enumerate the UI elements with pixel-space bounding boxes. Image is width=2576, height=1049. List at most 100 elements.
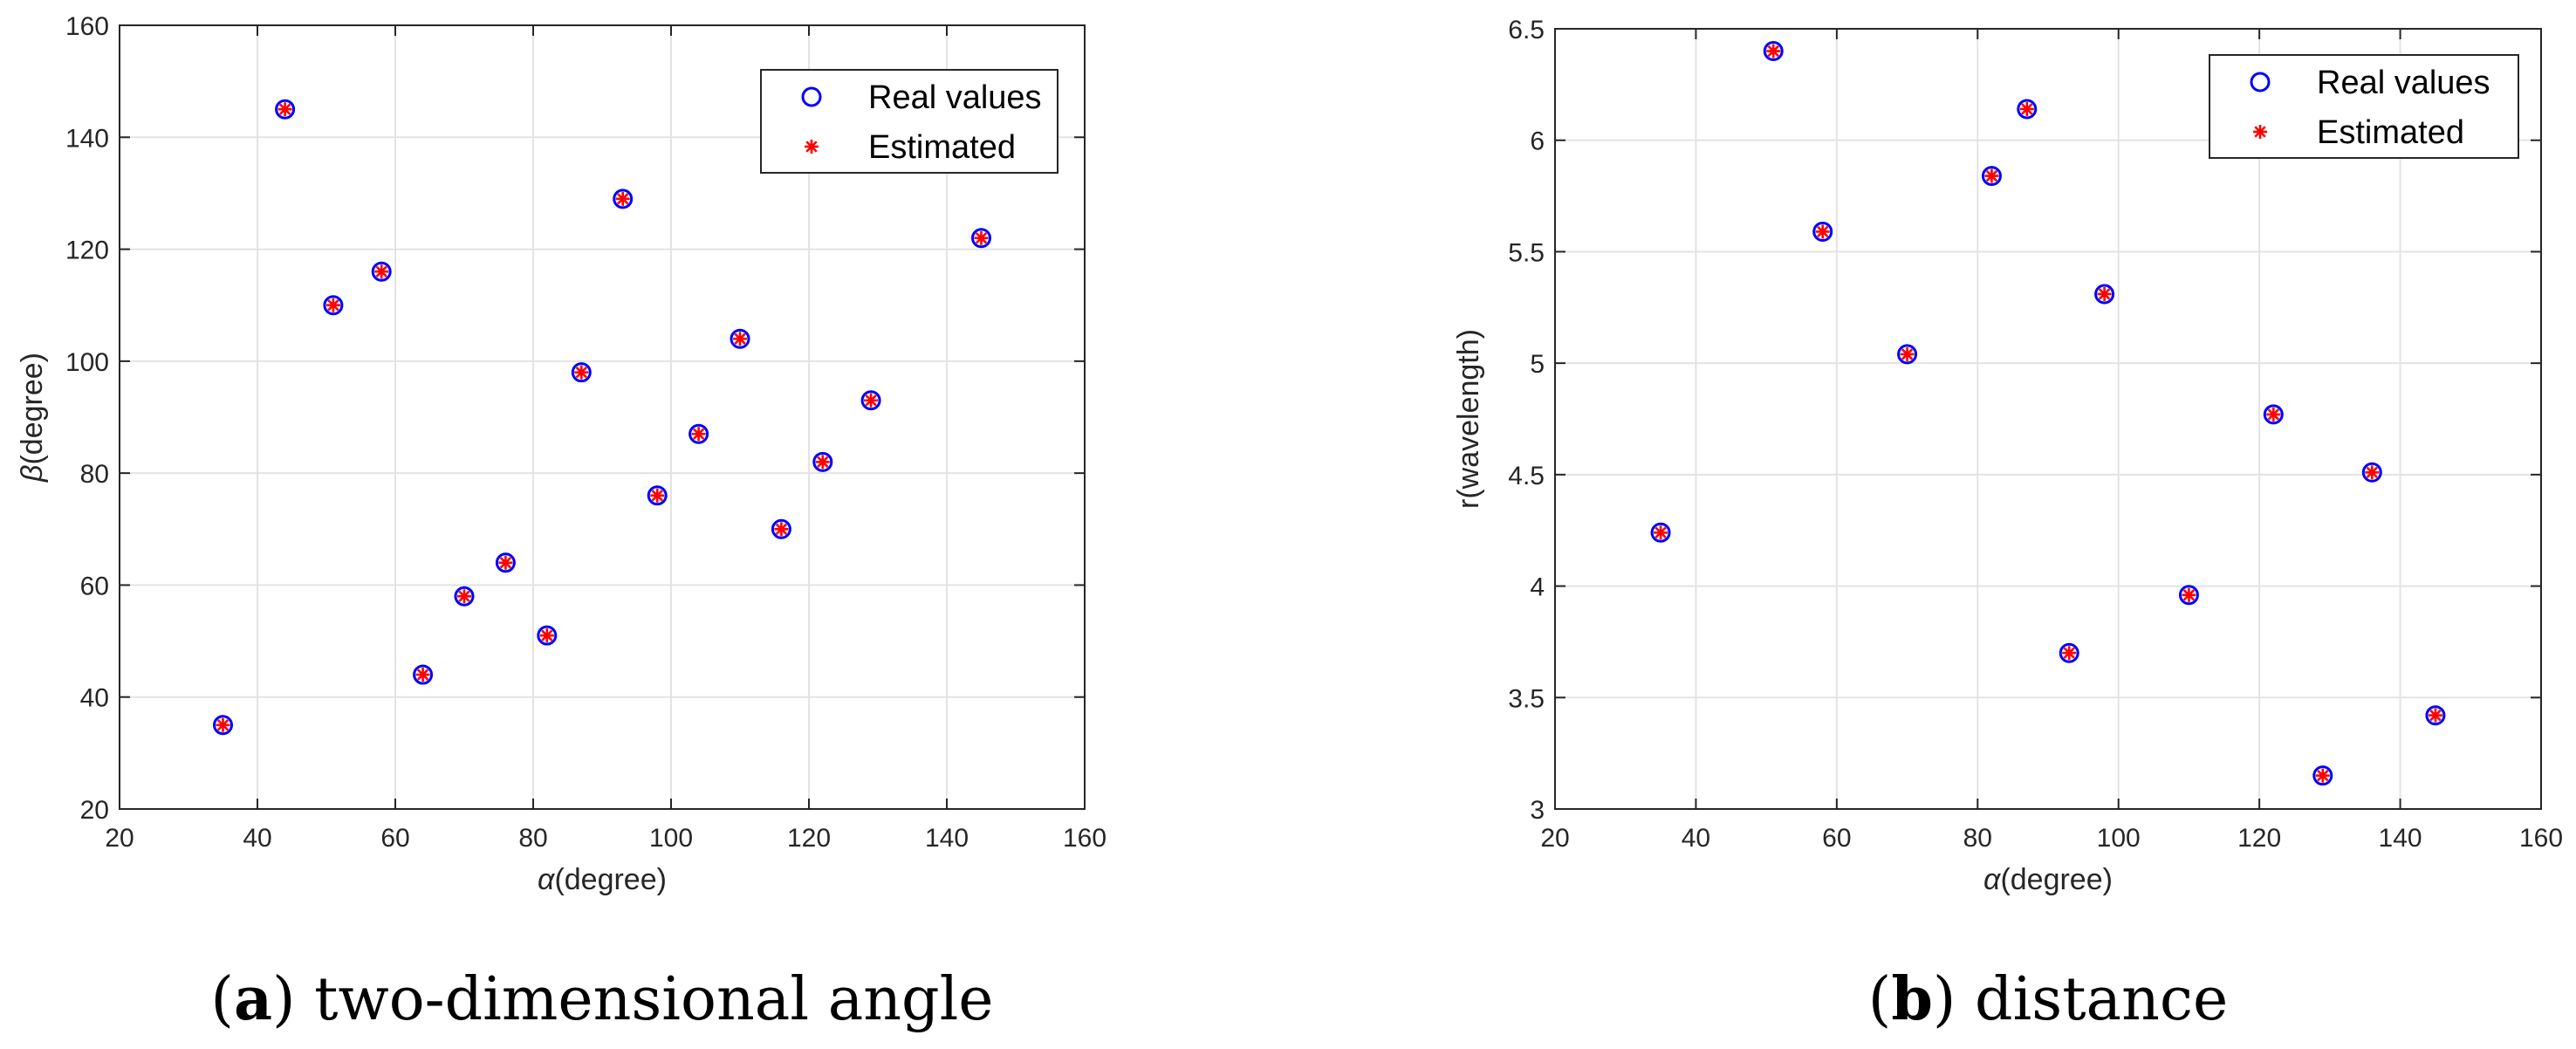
legend-real-values-icon	[2250, 72, 2271, 93]
caption-paren-open: (	[1868, 965, 1892, 1034]
real-value-point	[2425, 705, 2446, 726]
y-tick-label: 20	[80, 796, 109, 825]
estimated-point	[2062, 646, 2077, 661]
real-value-point	[2263, 404, 2284, 425]
y-tick-label: 4.5	[1508, 462, 1545, 490]
y-axis-label-text: (degree)	[16, 353, 49, 465]
estimated-point	[2182, 587, 2196, 602]
legend-real-values-label: Real values	[2317, 65, 2490, 101]
y-tick-label: 80	[80, 460, 109, 489]
estimated-point	[815, 455, 830, 470]
y-tick-label: 3	[1530, 796, 1545, 825]
legend: Real values Estimated	[760, 69, 1058, 174]
real-value-point	[971, 228, 991, 249]
real-value-point	[1897, 344, 1918, 365]
estimated-point	[216, 717, 230, 732]
x-tick-label: 40	[243, 824, 271, 853]
real-value-point	[730, 328, 750, 349]
x-axis-label-text: (degree)	[554, 863, 667, 896]
estimated-point	[2365, 465, 2380, 480]
real-value-point	[1812, 221, 1833, 242]
real-value-point	[413, 664, 434, 685]
caption-paren-close: )	[272, 965, 314, 1034]
estimated-point	[691, 427, 706, 442]
x-tick-label: 60	[1822, 824, 1851, 853]
real-value-point	[860, 390, 881, 411]
x-tick-label: 120	[2237, 824, 2281, 853]
y-axis-label: r(wavelength)	[1452, 329, 1485, 509]
x-tick-label: 40	[1682, 824, 1710, 853]
y-tick-label: 5	[1530, 350, 1545, 379]
estimated-point	[1900, 346, 1915, 361]
x-tick-label: 140	[2379, 824, 2422, 853]
legend-estimated-icon	[805, 140, 819, 154]
real-value-point	[771, 518, 791, 539]
y-tick-label: 4	[1530, 573, 1545, 602]
real-value-point	[1981, 166, 2002, 187]
y-tick-label: 60	[80, 572, 109, 600]
real-value-point	[454, 586, 475, 607]
estimated-point	[774, 522, 789, 537]
legend-estimated-label: Estimated	[2317, 114, 2464, 151]
y-tick-label: 120	[65, 237, 109, 265]
y-axis-label-symbol: β	[16, 465, 49, 483]
y-tick-label: 6.5	[1508, 16, 1545, 45]
y-axis-label: β(degree)	[16, 353, 49, 483]
y-tick-label: 3.5	[1508, 684, 1545, 713]
x-tick-label: 100	[649, 824, 693, 853]
x-tick-label: 140	[925, 824, 969, 853]
estimated-point	[325, 298, 340, 312]
y-tick-label: 40	[80, 684, 109, 713]
x-tick-label: 120	[787, 824, 831, 853]
x-axis-label-symbol: α	[538, 863, 556, 896]
caption-letter: b	[1891, 964, 1933, 1034]
x-tick-label: 20	[1540, 824, 1569, 853]
real-value-point	[323, 295, 344, 316]
caption-paren-close: )	[1933, 965, 1975, 1034]
x-tick-label: 100	[2097, 824, 2141, 853]
estimated-point	[277, 102, 292, 117]
axes-box	[119, 24, 1086, 810]
legend: Real values Estimated	[2209, 54, 2519, 159]
real-value-point	[647, 485, 668, 506]
legend-real-values-icon	[801, 86, 822, 107]
real-value-point	[2178, 585, 2199, 606]
estimated-point	[539, 628, 554, 643]
estimated-point	[2019, 101, 2034, 116]
y-tick-label: 140	[65, 124, 109, 153]
caption-text: distance	[1975, 965, 2228, 1034]
real-value-point	[2017, 99, 2038, 120]
estimated-point	[1815, 224, 1830, 239]
real-value-point	[1650, 522, 1671, 543]
real-value-point	[571, 362, 592, 383]
estimated-point	[864, 393, 879, 408]
distance-scatter-chart: 20 40 60 80 100 120 140 160 3 3.5 4 4.5 5 5.5 6 6.5 α(de…	[1452, 16, 2563, 1034]
x-tick-label: 80	[1963, 824, 1992, 853]
x-tick-label: 80	[518, 824, 547, 853]
real-value-point	[2094, 284, 2115, 305]
angle-scatter-chart: 20 40 60 80 100 120 140 160 20 40 60 80 100 120 140 160…	[16, 12, 1106, 1034]
estimated-point	[457, 589, 471, 604]
legend-estimated-label: Estimated	[868, 129, 1016, 166]
real-value-point	[537, 625, 558, 646]
y-tick-label: 6	[1530, 127, 1545, 156]
y-tick-label: 100	[65, 348, 109, 377]
real-value-point	[371, 261, 392, 282]
caption-text: two-dimensional angle	[314, 965, 993, 1034]
x-axis-label: α(degree)	[1983, 863, 2113, 896]
x-tick-label: 160	[2519, 824, 2563, 853]
y-axis-label-text: r(wavelength)	[1452, 329, 1485, 509]
real-value-point	[812, 451, 833, 472]
estimated-point	[1654, 525, 1668, 540]
real-value-point	[2312, 765, 2333, 786]
estimated-point	[374, 264, 389, 279]
estimated-point	[2266, 407, 2281, 422]
real-value-point	[275, 99, 296, 120]
estimated-point	[974, 230, 989, 245]
estimated-point	[415, 668, 430, 682]
estimated-point	[650, 488, 665, 503]
real-value-point	[689, 423, 709, 444]
estimated-point	[574, 365, 589, 380]
real-value-point	[1763, 41, 1784, 62]
